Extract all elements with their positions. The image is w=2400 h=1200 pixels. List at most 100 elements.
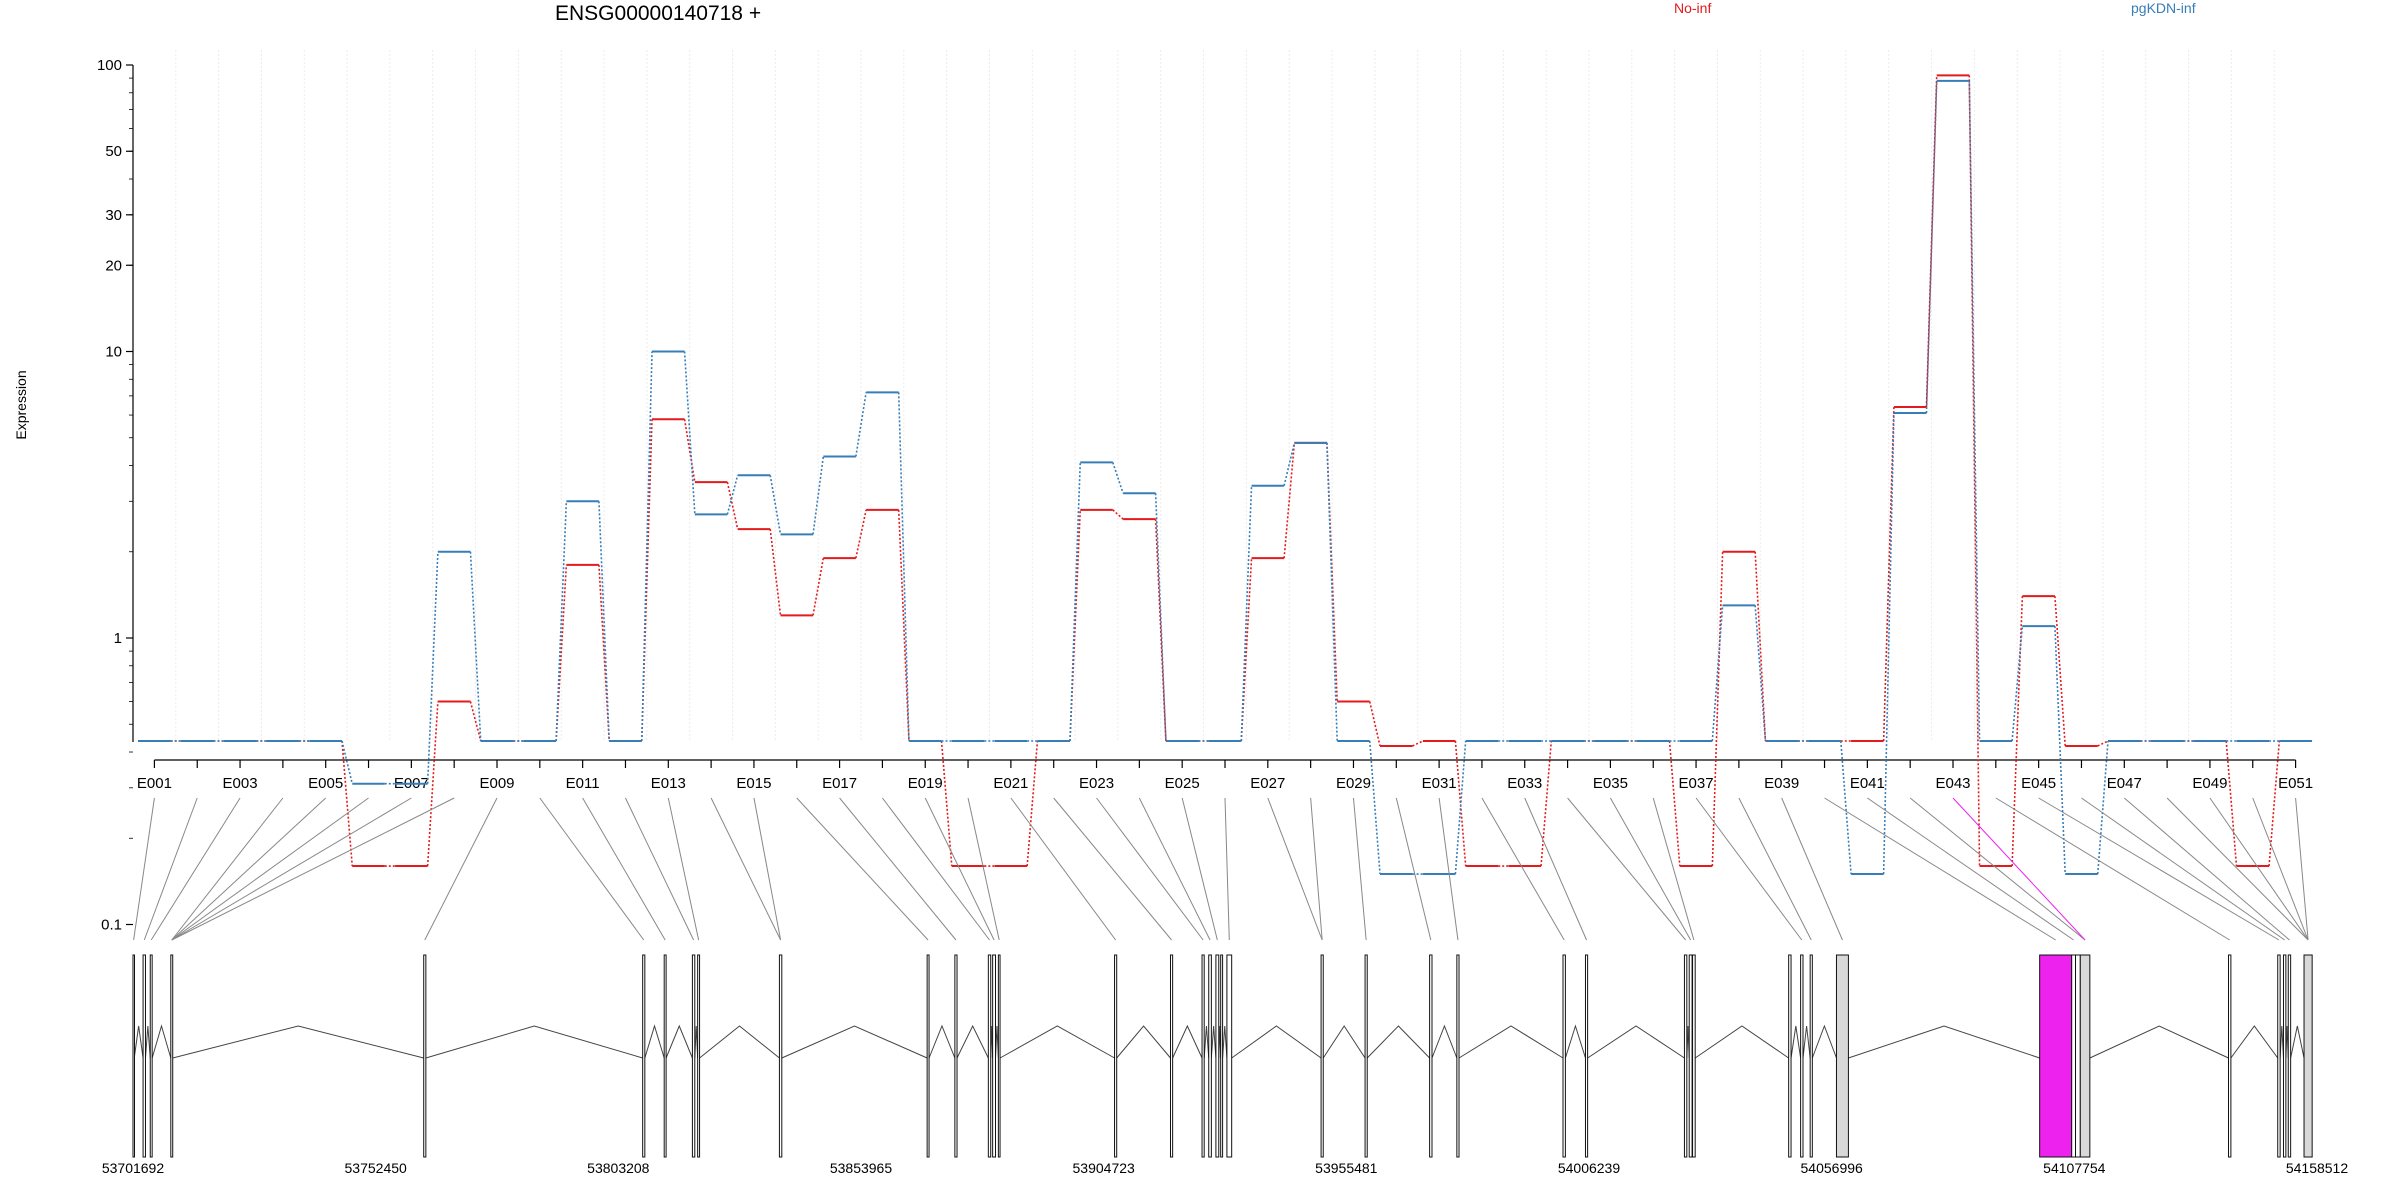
expression-transition	[1925, 75, 1938, 408]
exon-connector	[539, 797, 645, 941]
intron-line	[172, 1025, 424, 1059]
exon-connector	[171, 797, 455, 941]
expression-transition	[683, 351, 696, 515]
expression-transition	[1154, 519, 1167, 742]
exon-connector	[1267, 797, 1323, 941]
exon-connector	[582, 797, 666, 941]
legend-item-pgkdn-inf: pgKDN-inf	[2131, 0, 2196, 16]
x-tick-label: E049	[2192, 775, 2227, 792]
exon-box	[987, 954, 992, 1158]
exon-box	[1429, 954, 1433, 1158]
exon-box	[2079, 954, 2091, 1158]
exon-box	[1835, 954, 1849, 1158]
exon-connector	[143, 797, 198, 941]
exon-connector	[1138, 797, 1211, 941]
expression-transition	[1240, 485, 1253, 742]
exon-box	[691, 954, 696, 1158]
intron-line	[1366, 1025, 1430, 1059]
expression-transition	[1026, 740, 1039, 867]
exon-box	[1562, 954, 1566, 1158]
exon-connector	[2209, 797, 2309, 941]
exon-box	[1809, 954, 1813, 1158]
highlighted-exon	[2039, 954, 2073, 1158]
exon-connector	[1995, 797, 2230, 941]
intron-line	[2089, 1025, 2229, 1059]
intron-line	[1231, 1025, 1322, 1059]
x-tick-label: E017	[822, 775, 857, 792]
expression-transition	[555, 501, 568, 742]
x-tick-label: E005	[308, 775, 343, 792]
exon-box	[1114, 954, 1118, 1158]
exon-connector	[796, 797, 929, 941]
exon-box	[1226, 954, 1233, 1158]
y-tick-label: 20	[105, 257, 122, 274]
y-axis: 0.1 1 10 20 30 50 100	[97, 57, 134, 934]
exon-box	[1320, 954, 1324, 1158]
intron-line	[999, 1025, 1115, 1059]
coordinate-label: 53803208	[587, 1160, 650, 1176]
exon-box	[642, 954, 646, 1158]
expression-transition	[426, 551, 439, 784]
exon-connector-lines	[133, 797, 2309, 941]
expression-transition	[1326, 442, 1338, 742]
intron-line	[1322, 1025, 1366, 1059]
expression-transition	[1069, 462, 1082, 742]
expression-transition	[2097, 740, 2109, 747]
x-tick-label: E021	[993, 775, 1028, 792]
exon-box	[778, 954, 783, 1158]
coordinate-label: 53752450	[345, 1160, 408, 1176]
intron-line	[928, 1024, 956, 1059]
intron-line	[133, 1025, 144, 1059]
exon-connector	[1952, 797, 2086, 941]
exon-box	[1215, 954, 1220, 1158]
exon-connector	[1524, 797, 1588, 941]
series-lines	[138, 74, 2312, 876]
intron-line	[1116, 1025, 1171, 1059]
expression-transition	[1454, 740, 1467, 867]
expression-transition	[1283, 442, 1296, 559]
x-tick-label: E015	[736, 775, 771, 792]
exon-box	[2282, 954, 2287, 1158]
expression-transition	[598, 564, 610, 742]
expression-transition	[812, 557, 825, 616]
intron-line	[1811, 1024, 1837, 1059]
expression-transition	[1240, 558, 1253, 742]
intron-line	[1222, 1025, 1228, 1059]
expression-transition	[2054, 626, 2066, 875]
exon-connector	[839, 797, 957, 941]
intron-line	[1172, 1024, 1203, 1059]
intron-line	[956, 1024, 989, 1059]
intron-line	[2230, 1025, 2279, 1059]
exon-connector	[882, 797, 990, 941]
expression-transition	[812, 456, 825, 535]
x-tick-label: E035	[1593, 775, 1628, 792]
exon-box	[2303, 954, 2313, 1158]
intron-line	[151, 1024, 172, 1059]
x-axis: E001 E003 E005 E007 E009 E011 E013 E015 E017 E019…	[137, 759, 2313, 792]
exon-box	[1584, 954, 1589, 1158]
exon-connector	[2252, 797, 2309, 941]
exon-box	[2227, 954, 2232, 1158]
exon-box	[1456, 954, 1460, 1158]
expression-transition	[1540, 740, 1553, 867]
exon-box	[954, 954, 958, 1158]
expression-transition	[683, 419, 696, 483]
exon-connector	[2295, 797, 2309, 941]
expression-transition	[469, 701, 482, 742]
exon-connector	[2038, 797, 2280, 941]
expression-transition	[1754, 605, 1767, 742]
y-tick-label: 100	[97, 57, 122, 74]
intron-line	[425, 1025, 643, 1059]
y-tick-label: 10	[105, 344, 122, 361]
series-pgkdn-inf	[138, 79, 2312, 876]
exon-box	[1688, 954, 1693, 1158]
series-no-inf	[138, 74, 2312, 868]
intron-line	[144, 1025, 151, 1059]
y-tick-label: 50	[105, 143, 122, 160]
exon-connector	[1395, 797, 1432, 941]
x-tick-label: E037	[1679, 775, 1714, 792]
intron-line	[1458, 1025, 1564, 1059]
x-tick-label: E019	[908, 775, 943, 792]
expression-transition	[1711, 605, 1724, 742]
exon-box	[1800, 954, 1804, 1158]
